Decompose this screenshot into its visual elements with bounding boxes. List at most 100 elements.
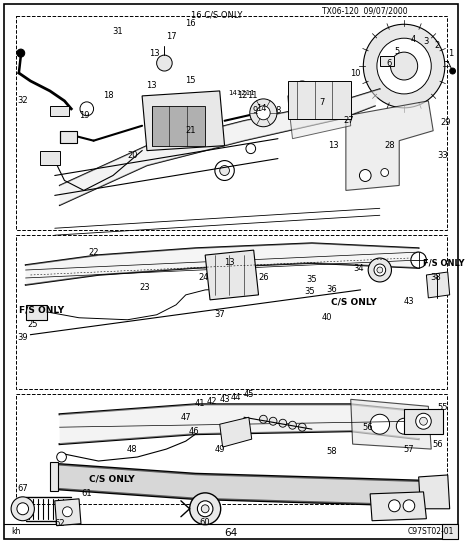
Text: 2: 2 [435, 41, 440, 49]
Text: 16: 16 [185, 19, 196, 28]
Circle shape [190, 493, 221, 525]
Polygon shape [60, 405, 419, 444]
Circle shape [256, 106, 270, 120]
Bar [26, 305, 47, 320]
Circle shape [419, 417, 428, 425]
Text: 43: 43 [404, 298, 414, 306]
Text: 13: 13 [149, 49, 160, 58]
Bar [16, 16, 447, 230]
Text: 13: 13 [146, 81, 157, 91]
Text: 28: 28 [384, 141, 395, 150]
Text: 55: 55 [438, 403, 448, 412]
Text: 20: 20 [127, 151, 137, 160]
Bar [380, 56, 394, 66]
Text: 45: 45 [244, 390, 254, 399]
Polygon shape [220, 417, 252, 447]
Text: 7: 7 [319, 98, 324, 108]
Polygon shape [427, 272, 450, 298]
Text: 18: 18 [103, 91, 113, 100]
Text: 13: 13 [224, 257, 235, 267]
Circle shape [391, 52, 418, 80]
Text: F/S ONLY: F/S ONLY [19, 305, 64, 314]
Circle shape [396, 418, 412, 434]
Bar [288, 81, 351, 119]
Circle shape [289, 421, 296, 429]
Text: 14: 14 [256, 104, 267, 113]
Polygon shape [55, 499, 81, 526]
Circle shape [389, 500, 400, 512]
Text: 61: 61 [82, 489, 92, 498]
Circle shape [416, 413, 431, 429]
Text: 41: 41 [195, 399, 206, 408]
Text: 37: 37 [214, 310, 225, 319]
Circle shape [279, 419, 287, 427]
Text: C/S ONLY: C/S ONLY [89, 475, 134, 483]
Circle shape [246, 144, 255, 154]
Bar [442, 523, 458, 539]
Text: 22: 22 [88, 248, 99, 257]
Polygon shape [50, 462, 58, 491]
Text: 19: 19 [79, 111, 89, 121]
Text: 24: 24 [198, 274, 209, 282]
Circle shape [57, 452, 66, 462]
Text: 15: 15 [185, 77, 196, 85]
Bar [404, 409, 443, 434]
Text: 43: 43 [219, 395, 230, 404]
Text: 38: 38 [431, 274, 441, 282]
Circle shape [450, 68, 456, 74]
Text: 1: 1 [448, 49, 453, 58]
Text: 17: 17 [166, 31, 176, 41]
Text: 60: 60 [200, 518, 210, 527]
Circle shape [156, 55, 172, 71]
Text: 4: 4 [410, 35, 415, 43]
Text: C97ST02-01: C97ST02-01 [407, 527, 454, 536]
Polygon shape [60, 89, 380, 205]
Bar [60, 131, 77, 143]
Text: 36: 36 [326, 286, 337, 294]
Text: 3: 3 [424, 37, 429, 46]
Text: 12: 12 [237, 91, 247, 100]
Circle shape [197, 501, 213, 517]
Circle shape [17, 503, 28, 515]
Text: 13: 13 [328, 141, 338, 150]
Circle shape [368, 258, 392, 282]
Text: 47: 47 [181, 413, 191, 422]
Bar [40, 150, 60, 165]
Text: C/S ONLY: C/S ONLY [331, 298, 377, 306]
Text: 5: 5 [395, 47, 400, 55]
Text: 31: 31 [112, 27, 123, 36]
Text: 67: 67 [18, 484, 28, 494]
Circle shape [411, 252, 427, 268]
Polygon shape [55, 464, 423, 506]
Text: 23: 23 [140, 283, 150, 293]
Text: 11: 11 [247, 91, 258, 100]
Text: 26: 26 [258, 274, 269, 282]
Circle shape [374, 264, 386, 276]
Text: 56: 56 [363, 422, 374, 432]
Circle shape [259, 415, 267, 423]
Text: 32: 32 [18, 96, 28, 105]
Text: 25: 25 [27, 320, 38, 329]
Text: 8: 8 [275, 106, 281, 115]
Text: 9: 9 [253, 106, 258, 115]
Bar [152, 106, 205, 146]
Text: 34: 34 [353, 263, 364, 273]
Circle shape [220, 166, 229, 175]
Circle shape [80, 102, 93, 116]
Text: 21: 21 [185, 126, 196, 135]
Circle shape [269, 417, 277, 425]
Bar [50, 106, 69, 116]
Circle shape [377, 267, 383, 273]
Text: 39: 39 [18, 333, 28, 342]
Polygon shape [288, 83, 351, 138]
Circle shape [298, 423, 306, 431]
Text: 40: 40 [321, 313, 332, 322]
Circle shape [63, 507, 72, 517]
Polygon shape [370, 492, 427, 521]
Text: 29: 29 [440, 118, 451, 127]
Text: 35: 35 [307, 275, 317, 285]
Bar [16, 394, 447, 504]
Text: 27: 27 [344, 116, 354, 125]
Polygon shape [351, 399, 431, 449]
Polygon shape [346, 101, 433, 191]
